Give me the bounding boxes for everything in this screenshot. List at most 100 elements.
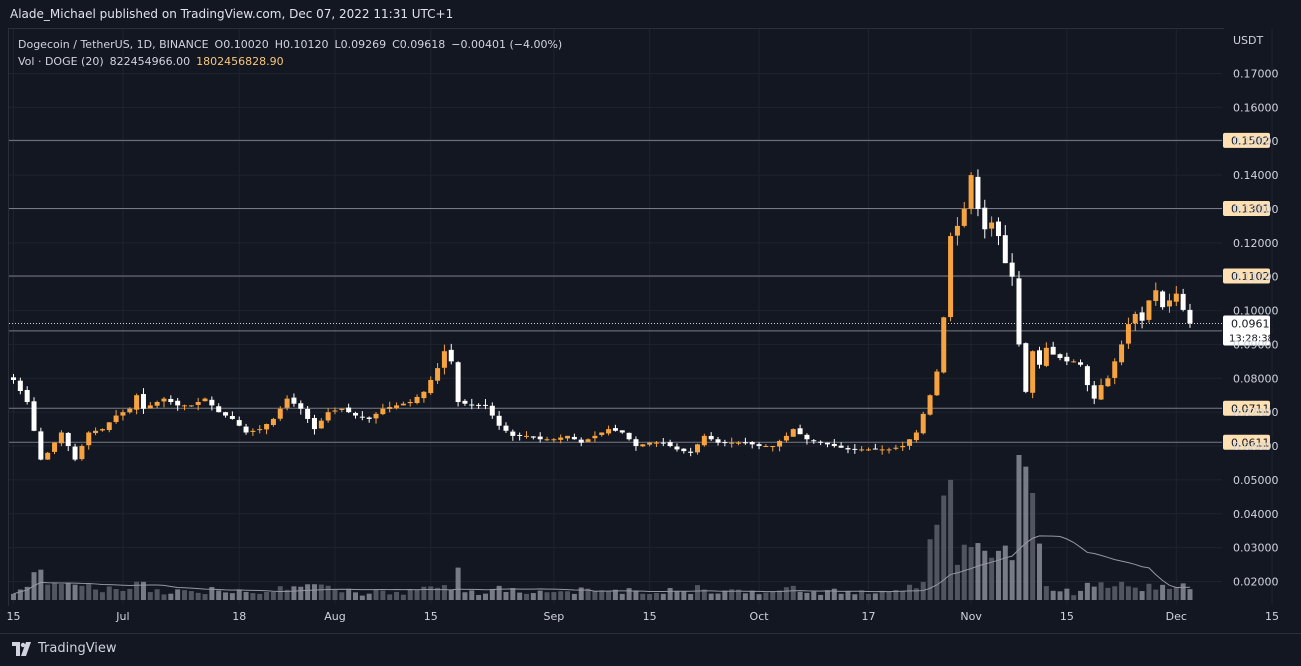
candle-body [578, 439, 584, 443]
volume-bar [72, 584, 78, 600]
volume-bar [647, 593, 653, 600]
volume-bar [524, 593, 529, 600]
chart-pane[interactable] [8, 28, 1224, 606]
volume-bar [578, 587, 584, 600]
x-tick-label: 18 [232, 610, 246, 623]
time-axis[interactable]: 15 Jul 18 Aug 15 Sep 15 Oct 17 Nov 15 Dec 15 [7, 610, 1280, 623]
candle-body [353, 412, 358, 416]
open-value: O0.10020 [214, 38, 269, 51]
volume-bar [948, 479, 954, 600]
tradingview-logo[interactable]: TradingView [12, 641, 117, 656]
volume-bar [421, 586, 427, 600]
symbol-label[interactable]: Dogecoin / TetherUS, 1D, BINANCE [18, 38, 209, 51]
candle-body [482, 404, 488, 406]
volume-bar [394, 591, 400, 600]
volume-bar [927, 539, 933, 600]
volume-bar [113, 589, 119, 600]
candle-body [106, 422, 112, 431]
candle-body [859, 449, 865, 451]
volume-bar [202, 594, 208, 600]
volume-bar [811, 591, 817, 600]
y-tick-label: 0.13000 [1233, 203, 1279, 216]
volume-label[interactable]: Vol · DOGE (20) [18, 55, 104, 68]
volume-bar [462, 592, 468, 600]
candle-body [325, 412, 331, 421]
volume-bar [469, 590, 475, 600]
level-tag-label: 0.11022 [1231, 270, 1277, 283]
volume-bar [558, 591, 564, 600]
volume-bar [708, 593, 714, 600]
candle-body [667, 442, 673, 447]
candle-body [421, 391, 427, 399]
candle-body [154, 402, 160, 406]
candle-body [1078, 362, 1084, 365]
candle-body [1112, 361, 1118, 378]
candle-body [1016, 278, 1022, 345]
candles [11, 169, 1193, 462]
volume-bar [58, 584, 64, 600]
candle-body [681, 448, 687, 452]
volume-bar [154, 589, 160, 600]
candle-body [722, 442, 728, 444]
candle-body [93, 430, 99, 434]
volume-bar [79, 585, 85, 600]
candle-body [243, 426, 249, 433]
volume-bar [695, 585, 700, 600]
candle-body [633, 439, 639, 447]
candle-body [291, 397, 297, 404]
y-tick-label: 0.10000 [1233, 305, 1279, 318]
volume-bar [900, 590, 906, 600]
volume-bar [715, 593, 721, 600]
volume-bar [626, 588, 632, 600]
candle-body [537, 436, 543, 440]
volume-bar [161, 594, 167, 600]
candle-body [1098, 385, 1104, 400]
volume-bar [818, 594, 824, 600]
volume-bar [1105, 587, 1111, 600]
volume-bar [736, 589, 742, 600]
candle-body [941, 317, 947, 373]
volume-bar [277, 586, 283, 600]
candle-body [168, 398, 174, 403]
volume-bar [127, 588, 133, 600]
volume-bar [168, 593, 174, 600]
volume-bar [701, 589, 707, 600]
volume-bar [373, 589, 379, 600]
candle-body [209, 399, 215, 406]
candle-body [907, 439, 913, 446]
candle-body [715, 439, 721, 443]
candle-body [982, 207, 988, 230]
horizontal-levels: 0.150250.130130.110220.094010.071150.061… [9, 132, 1277, 450]
volume-ma-line [13, 535, 1190, 595]
candle-body [1043, 347, 1049, 366]
volume-bar [1050, 590, 1056, 600]
volume-bar [667, 588, 673, 600]
volume-bar [729, 589, 735, 600]
candle-body [1023, 343, 1029, 392]
last-price-tag [1223, 315, 1270, 346]
volume-bar [380, 590, 386, 600]
candle-body [558, 437, 564, 440]
candle-body [647, 442, 653, 445]
legend-ohlc-row: Dogecoin / TetherUS, 1D, BINANCE O0.1002… [18, 36, 562, 53]
tradingview-logo-icon [12, 641, 31, 656]
volume-bar [17, 589, 23, 600]
x-tick-label: 17 [862, 610, 876, 623]
price-axis[interactable]: USDT0.170000.160000.150000.140000.130000… [1233, 34, 1279, 589]
volume-bar [756, 594, 762, 600]
volume-bar [660, 593, 666, 600]
candle-body [975, 176, 981, 209]
candle-body [373, 413, 379, 419]
candle-body [893, 447, 899, 449]
volume-bar [482, 593, 488, 600]
candle-body [346, 407, 352, 413]
volume-bar [934, 524, 940, 600]
candle-body [1030, 351, 1036, 393]
last-price-label: 0.09618 [1231, 318, 1277, 331]
volume-bar [428, 586, 434, 600]
candle-body [612, 428, 618, 431]
volume-bar [147, 592, 153, 600]
volume-bar [1064, 588, 1070, 600]
candle-body [79, 446, 85, 460]
